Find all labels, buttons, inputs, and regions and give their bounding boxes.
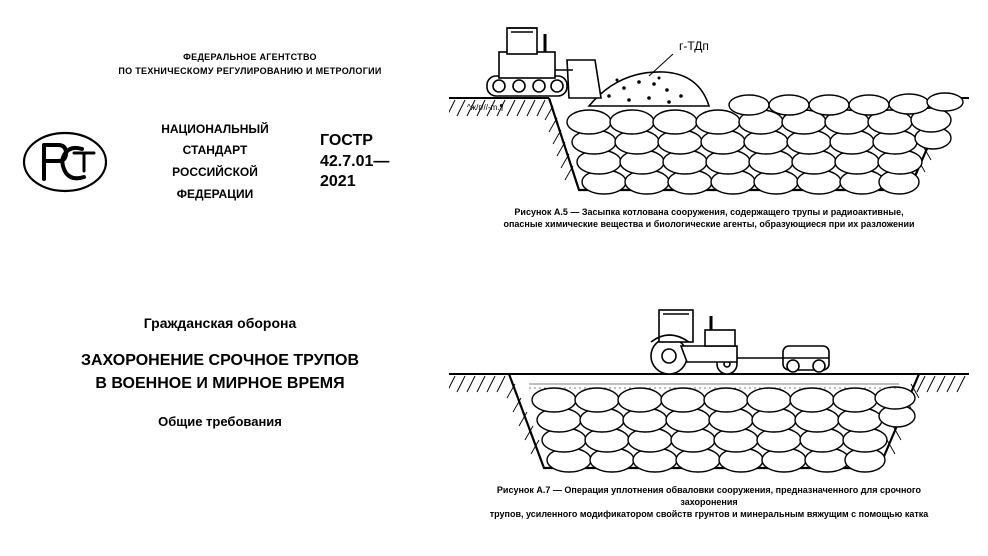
agency-line1: ФЕДЕРАЛЬНОЕ АГЕНТСТВО [80, 50, 420, 64]
figure-a7-caption-bold: Рисунок А.7 — Операция уплотнения обвало… [497, 485, 921, 507]
figure-a7-image [449, 288, 969, 478]
figure-a5-caption-rest: опасные химические вещества и биологичес… [503, 219, 914, 229]
gost-line3: 2021 [320, 172, 420, 193]
standard-line3: РОССИЙСКОЙ [110, 162, 320, 184]
figure-a5-caption-bold: Рисунок А.5 — Засыпка котлована сооружен… [514, 207, 903, 217]
title-sub: Общие требования [34, 414, 406, 429]
standard-title: НАЦИОНАЛЬНЫЙ СТАНДАРТ РОССИЙСКОЙ ФЕДЕРАЦ… [110, 119, 320, 205]
svg-text:^ж/г///-m.¶: ^ж/г///-m.¶ [467, 103, 504, 112]
document-page: ФЕДЕРАЛЬНОЕ АГЕНТСТВО ПО ТЕХНИЧЕСКОМУ РЕ… [0, 0, 988, 556]
agency-line2: ПО ТЕХНИЧЕСКОМУ РЕГУЛИРОВАНИЮ И МЕТРОЛОГ… [80, 64, 420, 78]
rst-logo [20, 127, 110, 197]
left-panel: ФЕДЕРАЛЬНОЕ АГЕНТСТВО ПО ТЕХНИЧЕСКОМУ РЕ… [0, 0, 440, 556]
figure-a7-caption: Рисунок А.7 — Операция уплотнения обвало… [449, 478, 969, 524]
document-title: Гражданская оборона ЗАХОРОНЕНИЕ СРОЧНОЕ … [20, 315, 420, 428]
title-civil: Гражданская оборона [34, 315, 406, 331]
gost-number: ГОСТР 42.7.01— 2021 [320, 131, 420, 193]
standard-line2: СТАНДАРТ [110, 140, 320, 162]
figure-a5-caption: Рисунок А.5 — Засыпка котлована сооружен… [483, 200, 934, 234]
standard-line1: НАЦИОНАЛЬНЫЙ [110, 119, 320, 141]
figure-a7: Рисунок А.7 — Операция уплотнения обвало… [440, 278, 978, 546]
standard-line4: ФЕДЕРАЦИИ [110, 184, 320, 206]
right-panel: г-ТДп ^ж/г///-m.¶ Рисунок А.5 — Засыпка … [440, 0, 988, 556]
title-main-line1: ЗАХОРОНЕНИЕ СРОЧНОЕ ТРУПОВ [34, 349, 406, 372]
agency-header: ФЕДЕРАЛЬНОЕ АГЕНТСТВО ПО ТЕХНИЧЕСКОМУ РЕ… [80, 50, 420, 79]
figure-a5-image: г-ТДп ^ж/г///-m.¶ [449, 10, 969, 200]
figure-a5-label: г-ТДп [679, 39, 709, 53]
standard-row: НАЦИОНАЛЬНЫЙ СТАНДАРТ РОССИЙСКОЙ ФЕДЕРАЦ… [20, 119, 420, 205]
figure-a5: г-ТДп ^ж/г///-m.¶ Рисунок А.5 — Засыпка … [440, 10, 978, 278]
gost-line2: 42.7.01— [320, 152, 420, 173]
figure-a7-caption-rest: трупов, усиленного модификатором свойств… [490, 509, 929, 519]
title-main-line2: В ВОЕННОЕ И МИРНОЕ ВРЕМЯ [34, 372, 406, 395]
gost-line1: ГОСТР [320, 131, 420, 152]
title-main: ЗАХОРОНЕНИЕ СРОЧНОЕ ТРУПОВ В ВОЕННОЕ И М… [34, 349, 406, 395]
